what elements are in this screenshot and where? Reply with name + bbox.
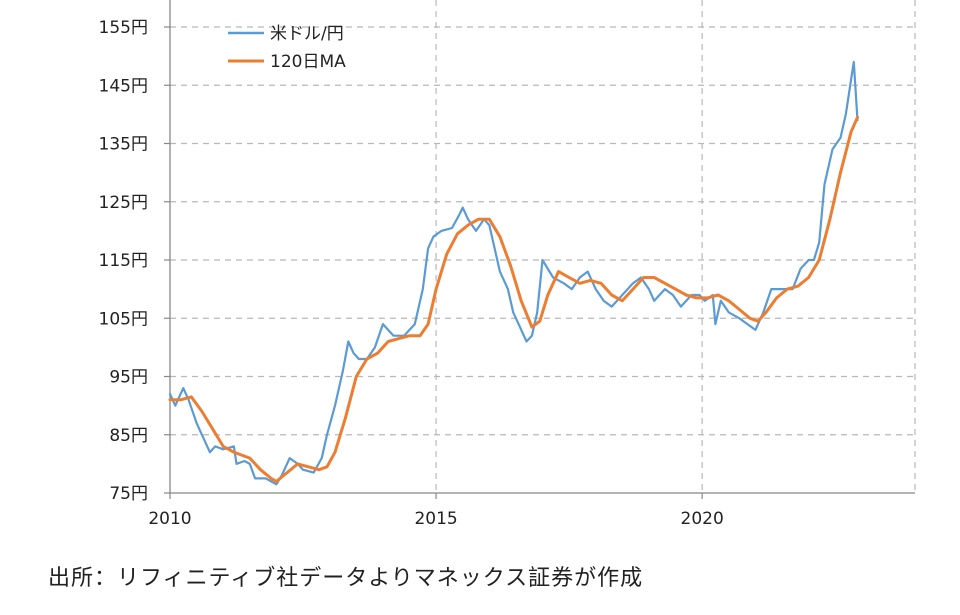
y-tick-label: 135円 <box>99 135 148 155</box>
y-tick-label: 145円 <box>99 76 148 96</box>
x-tick-label: 2010 <box>148 509 191 529</box>
legend: 米ドル/円 120日MA <box>228 24 346 72</box>
grid-lines <box>170 0 916 493</box>
legend-label: 米ドル/円 <box>270 24 344 44</box>
x-tick-label: 2020 <box>681 509 724 529</box>
legend-label: 120日MA <box>270 52 346 72</box>
series-line-ma120 <box>168 115 859 483</box>
y-tick-label: 105円 <box>99 309 148 329</box>
chart-axes: 75円 85円 95円 105円 115円 125円 135円 145円 155円 2010 201… <box>99 0 915 529</box>
y-tick-label: 95円 <box>109 368 148 388</box>
source-note: 出所：リフィニティブ社データよりマネックス証券が作成 <box>48 566 644 591</box>
y-tick-label: 155円 <box>99 18 148 38</box>
y-tick-label: 125円 <box>99 193 148 213</box>
series-line-usdjpy <box>168 60 859 486</box>
x-tick-label: 2015 <box>414 509 457 529</box>
series-lines <box>168 60 859 486</box>
y-tick-label: 75円 <box>109 484 148 504</box>
y-tick-label: 85円 <box>109 426 148 446</box>
y-tick-label: 115円 <box>99 251 148 271</box>
